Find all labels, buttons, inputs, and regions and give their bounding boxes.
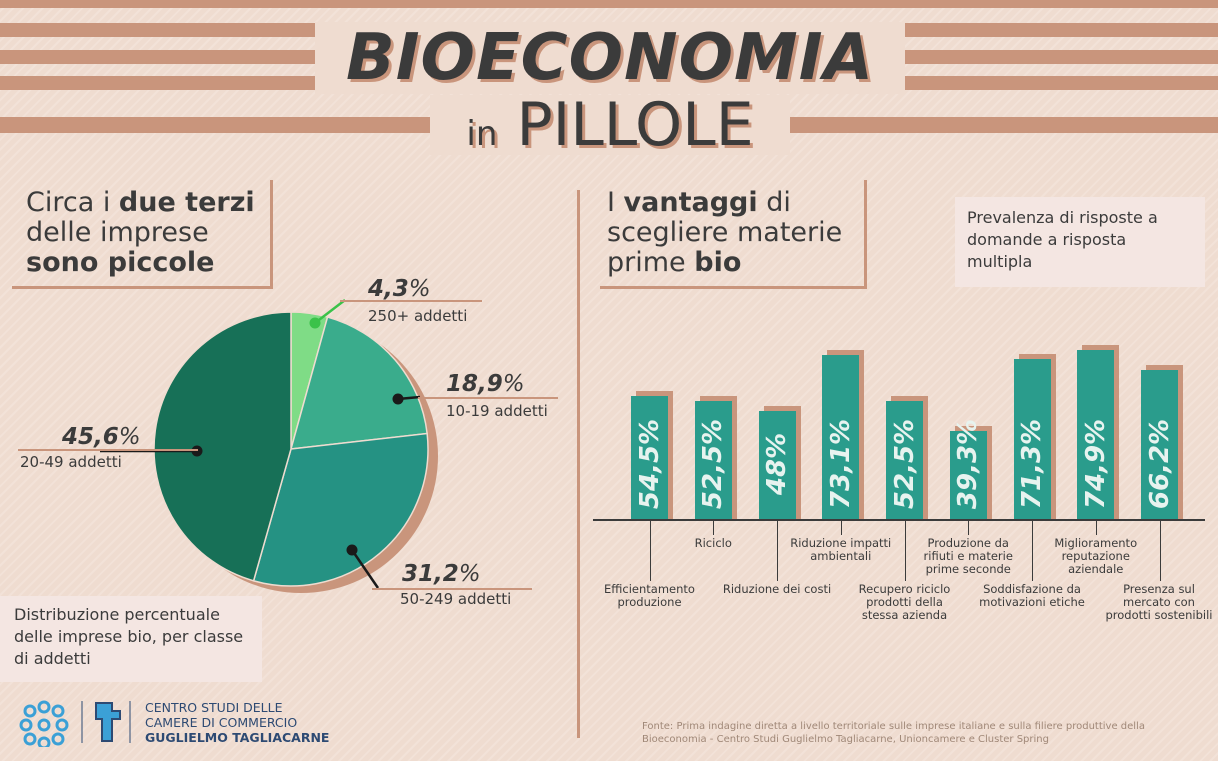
pie-slice (289, 316, 428, 450)
pie-connector-dot (191, 445, 203, 457)
bar-leader-line (1159, 521, 1161, 581)
bar: 39,3% (949, 419, 987, 519)
bar-category-label: Produzione da rifiuti e materie prime se… (923, 536, 1013, 576)
label-underline (340, 300, 482, 302)
bar-category-label: Riduzione dei costi (722, 582, 832, 596)
bar: 52,5% (886, 400, 923, 519)
bar: 66,2% (1141, 370, 1178, 519)
bar-category-label: Soddisfazione da motivazioni etiche (979, 582, 1085, 609)
left-heading: Circa i due terzi delle imprese sono pic… (26, 187, 255, 278)
bar-value-label: 71,3% (1017, 418, 1047, 510)
bar: 48% (758, 411, 796, 519)
pie-category-label: 10-19 addetti (446, 402, 548, 420)
bar-value-label: 74,9% (1080, 418, 1111, 510)
pie-category-label: 20-49 addetti (20, 453, 122, 471)
bar-category-label: Efficientamento produzione (604, 582, 695, 609)
label-underline (418, 397, 558, 399)
bar-leader-line (713, 521, 715, 535)
pie-connector (350, 549, 380, 589)
label-underline (372, 588, 532, 590)
bar-category-label: Miglioramento reputazione aziendale (1054, 536, 1138, 576)
bar-leader-line (649, 521, 651, 581)
pie-value-label: 45,6% (62, 424, 141, 450)
pie-slice (153, 311, 292, 582)
bar: 71,3% (1013, 358, 1051, 519)
divider (577, 190, 580, 738)
pie-connector-dot (392, 393, 404, 405)
bar-category-label: Riciclo (694, 536, 732, 550)
pie-caption: Distribuzione percentuale delle imprese … (0, 596, 262, 682)
heading-frame (600, 180, 867, 289)
bar-leader-line (904, 521, 906, 581)
bar-value-label: 52,5% (698, 418, 729, 510)
pie-connector-dot (346, 544, 358, 556)
bar-category-label: Presenza sul mercato con prodotti sosten… (1105, 582, 1213, 622)
pie-category-label: 50-249 addetti (400, 590, 512, 608)
right-heading: I vantaggi di scegliere materie prime bi… (607, 187, 843, 278)
chart-note: Prevalenza di risposte a domande a rispo… (955, 197, 1205, 287)
heading-frame (12, 180, 273, 289)
bar-value-label: 48% (762, 432, 792, 496)
logo-text: CENTRO STUDI DELLE CAMERE DI COMMERCIO G… (145, 700, 330, 745)
header-band (0, 0, 1218, 8)
pie-category-label: 250+ addetti (368, 307, 468, 325)
bar-category-label: Riduzione impatti ambientali (790, 536, 892, 563)
bar-value-label: 39,3% (953, 418, 984, 510)
pie-connector (314, 299, 346, 324)
label-underline (18, 449, 198, 451)
bar-value-label: 52,5% (889, 418, 920, 510)
bar-leader-line (777, 521, 778, 581)
pie-connector-dot (309, 317, 321, 329)
bar-leader-line (840, 521, 842, 535)
bar-category-label: Recupero riciclo prodotti della stessa a… (858, 582, 951, 622)
x-axis (593, 519, 1205, 521)
bar: 54,5% (631, 396, 668, 519)
bar: 52,5% (694, 400, 732, 519)
bar: 73,1% (822, 354, 860, 519)
pie-value-label: 18,9% (446, 371, 525, 397)
page-subtitle: in PILLOLE (430, 95, 790, 155)
bar-leader-line (968, 521, 970, 535)
pie-value-label: 31,2% (402, 561, 481, 587)
bar-value-label: 54,5% (634, 418, 665, 510)
page-title: BIOECONOMIA (315, 22, 905, 94)
bar-value-label: 73,1% (825, 418, 856, 510)
source-note: Fonte: Prima indagine diretta a livello … (642, 721, 1145, 745)
bar-leader-line (1032, 521, 1033, 581)
bar-value-label: 66,2% (1144, 418, 1175, 510)
pie-value-label: 4,3% (368, 276, 431, 302)
bar-leader-line (1095, 521, 1097, 535)
bar: 74,9% (1077, 350, 1115, 519)
logo-mark (19, 700, 131, 747)
pie-slice (252, 432, 429, 587)
